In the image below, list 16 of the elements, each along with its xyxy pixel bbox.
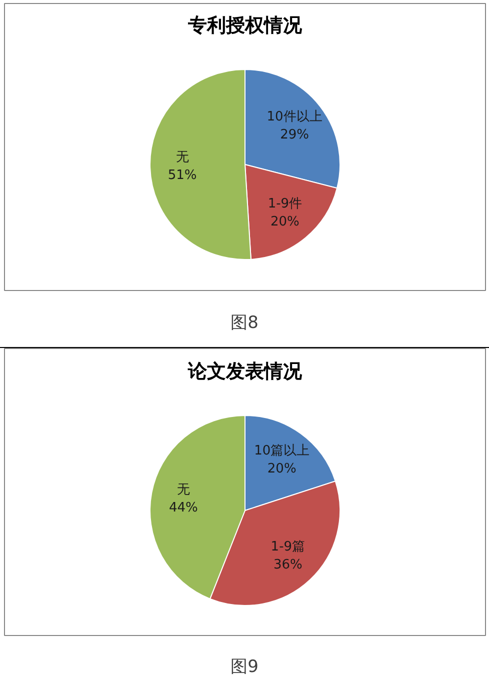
slice-label: 无 xyxy=(176,150,189,165)
data-label: 29% xyxy=(280,128,309,143)
chart-title: 论文发表情况 xyxy=(187,360,303,382)
slice-label: 1-9件 xyxy=(268,196,302,212)
slice-label: 10件以上 xyxy=(266,110,322,125)
chart-title: 专利授权情况 xyxy=(187,14,303,36)
data-label: 44% xyxy=(168,500,198,516)
caption: 图8 xyxy=(230,313,258,333)
slice-label: 1-9篇 xyxy=(270,540,306,555)
slice-label: 无 xyxy=(176,482,190,498)
slice-label: 10篇以上 xyxy=(254,443,310,458)
caption: 图9 xyxy=(230,657,258,677)
data-label: 36% xyxy=(273,558,302,573)
data-label: 20% xyxy=(267,461,296,476)
data-label: 20% xyxy=(270,214,300,230)
data-label: 51% xyxy=(168,168,197,183)
